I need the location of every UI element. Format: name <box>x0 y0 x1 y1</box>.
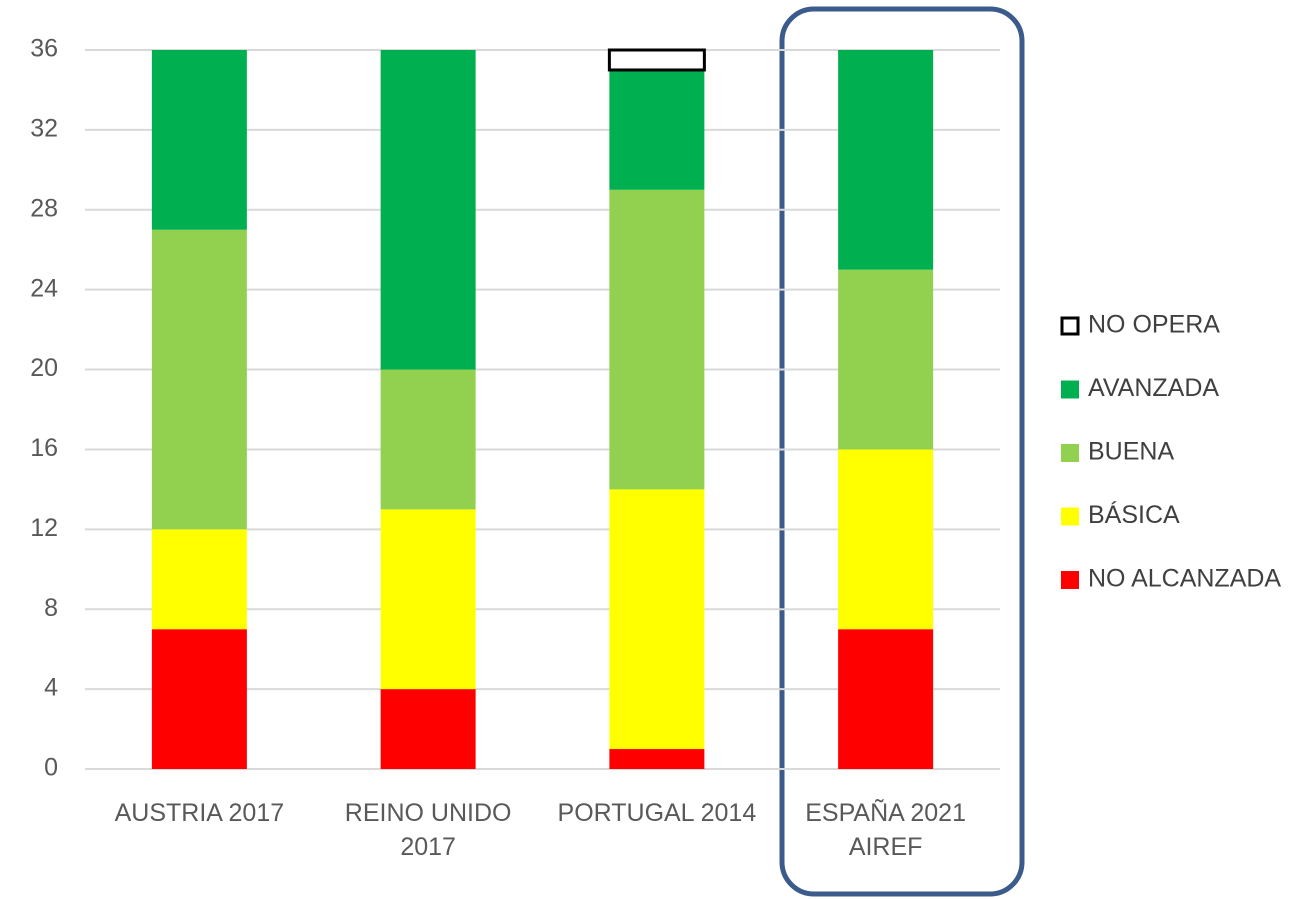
bar-segment <box>609 749 705 769</box>
y-tick-label: 36 <box>30 35 58 63</box>
legend-swatch <box>1061 380 1079 399</box>
bar-segment <box>838 269 934 450</box>
legend-swatch <box>1061 444 1079 462</box>
y-tick-label: 0 <box>44 754 58 782</box>
legend-swatch <box>1061 571 1079 589</box>
x-tick-label: AUSTRIA 2017 <box>114 799 285 827</box>
x-tick-label: REINO UNIDO 2017 <box>344 799 512 861</box>
bar-segment <box>838 50 934 270</box>
bar-segment <box>609 489 705 750</box>
legend-label: AVANZADA <box>1088 374 1219 402</box>
bar-segment <box>609 189 705 490</box>
x-tick-label: PORTUGAL 2014 <box>557 799 757 827</box>
y-tick-label: 32 <box>30 114 58 142</box>
bar-segment <box>380 50 476 370</box>
y-tick-label: 28 <box>30 194 58 222</box>
legend-swatch <box>1060 316 1080 336</box>
legend-label: BÁSICA <box>1088 500 1180 529</box>
y-tick-label: 20 <box>30 354 58 382</box>
bar-segment <box>151 629 247 769</box>
bar-segment <box>380 369 476 510</box>
y-tick-label: 8 <box>44 594 58 622</box>
y-tick-label: 12 <box>30 514 58 542</box>
bar-segment <box>838 449 934 630</box>
bar-segment <box>380 689 476 769</box>
y-tick-label: 24 <box>30 274 58 302</box>
bar-segment <box>151 529 247 630</box>
bar-segment <box>838 629 934 769</box>
bar-segment <box>380 509 476 690</box>
bar-segment <box>151 50 247 230</box>
x-tick-label: ESPAÑA 2021 AIREF <box>805 799 966 861</box>
highlight-box <box>779 6 1025 897</box>
bar-segment <box>607 48 706 72</box>
legend-label: BUENA <box>1088 438 1174 466</box>
legend-swatch <box>1061 507 1079 526</box>
legend-label: NO ALCANZADA <box>1088 565 1281 593</box>
y-tick-label: 16 <box>30 434 58 462</box>
legend-label: NO OPERA <box>1088 311 1220 339</box>
bar-segment <box>609 69 705 190</box>
y-tick-label: 4 <box>44 674 58 702</box>
bar-segment <box>151 229 247 530</box>
